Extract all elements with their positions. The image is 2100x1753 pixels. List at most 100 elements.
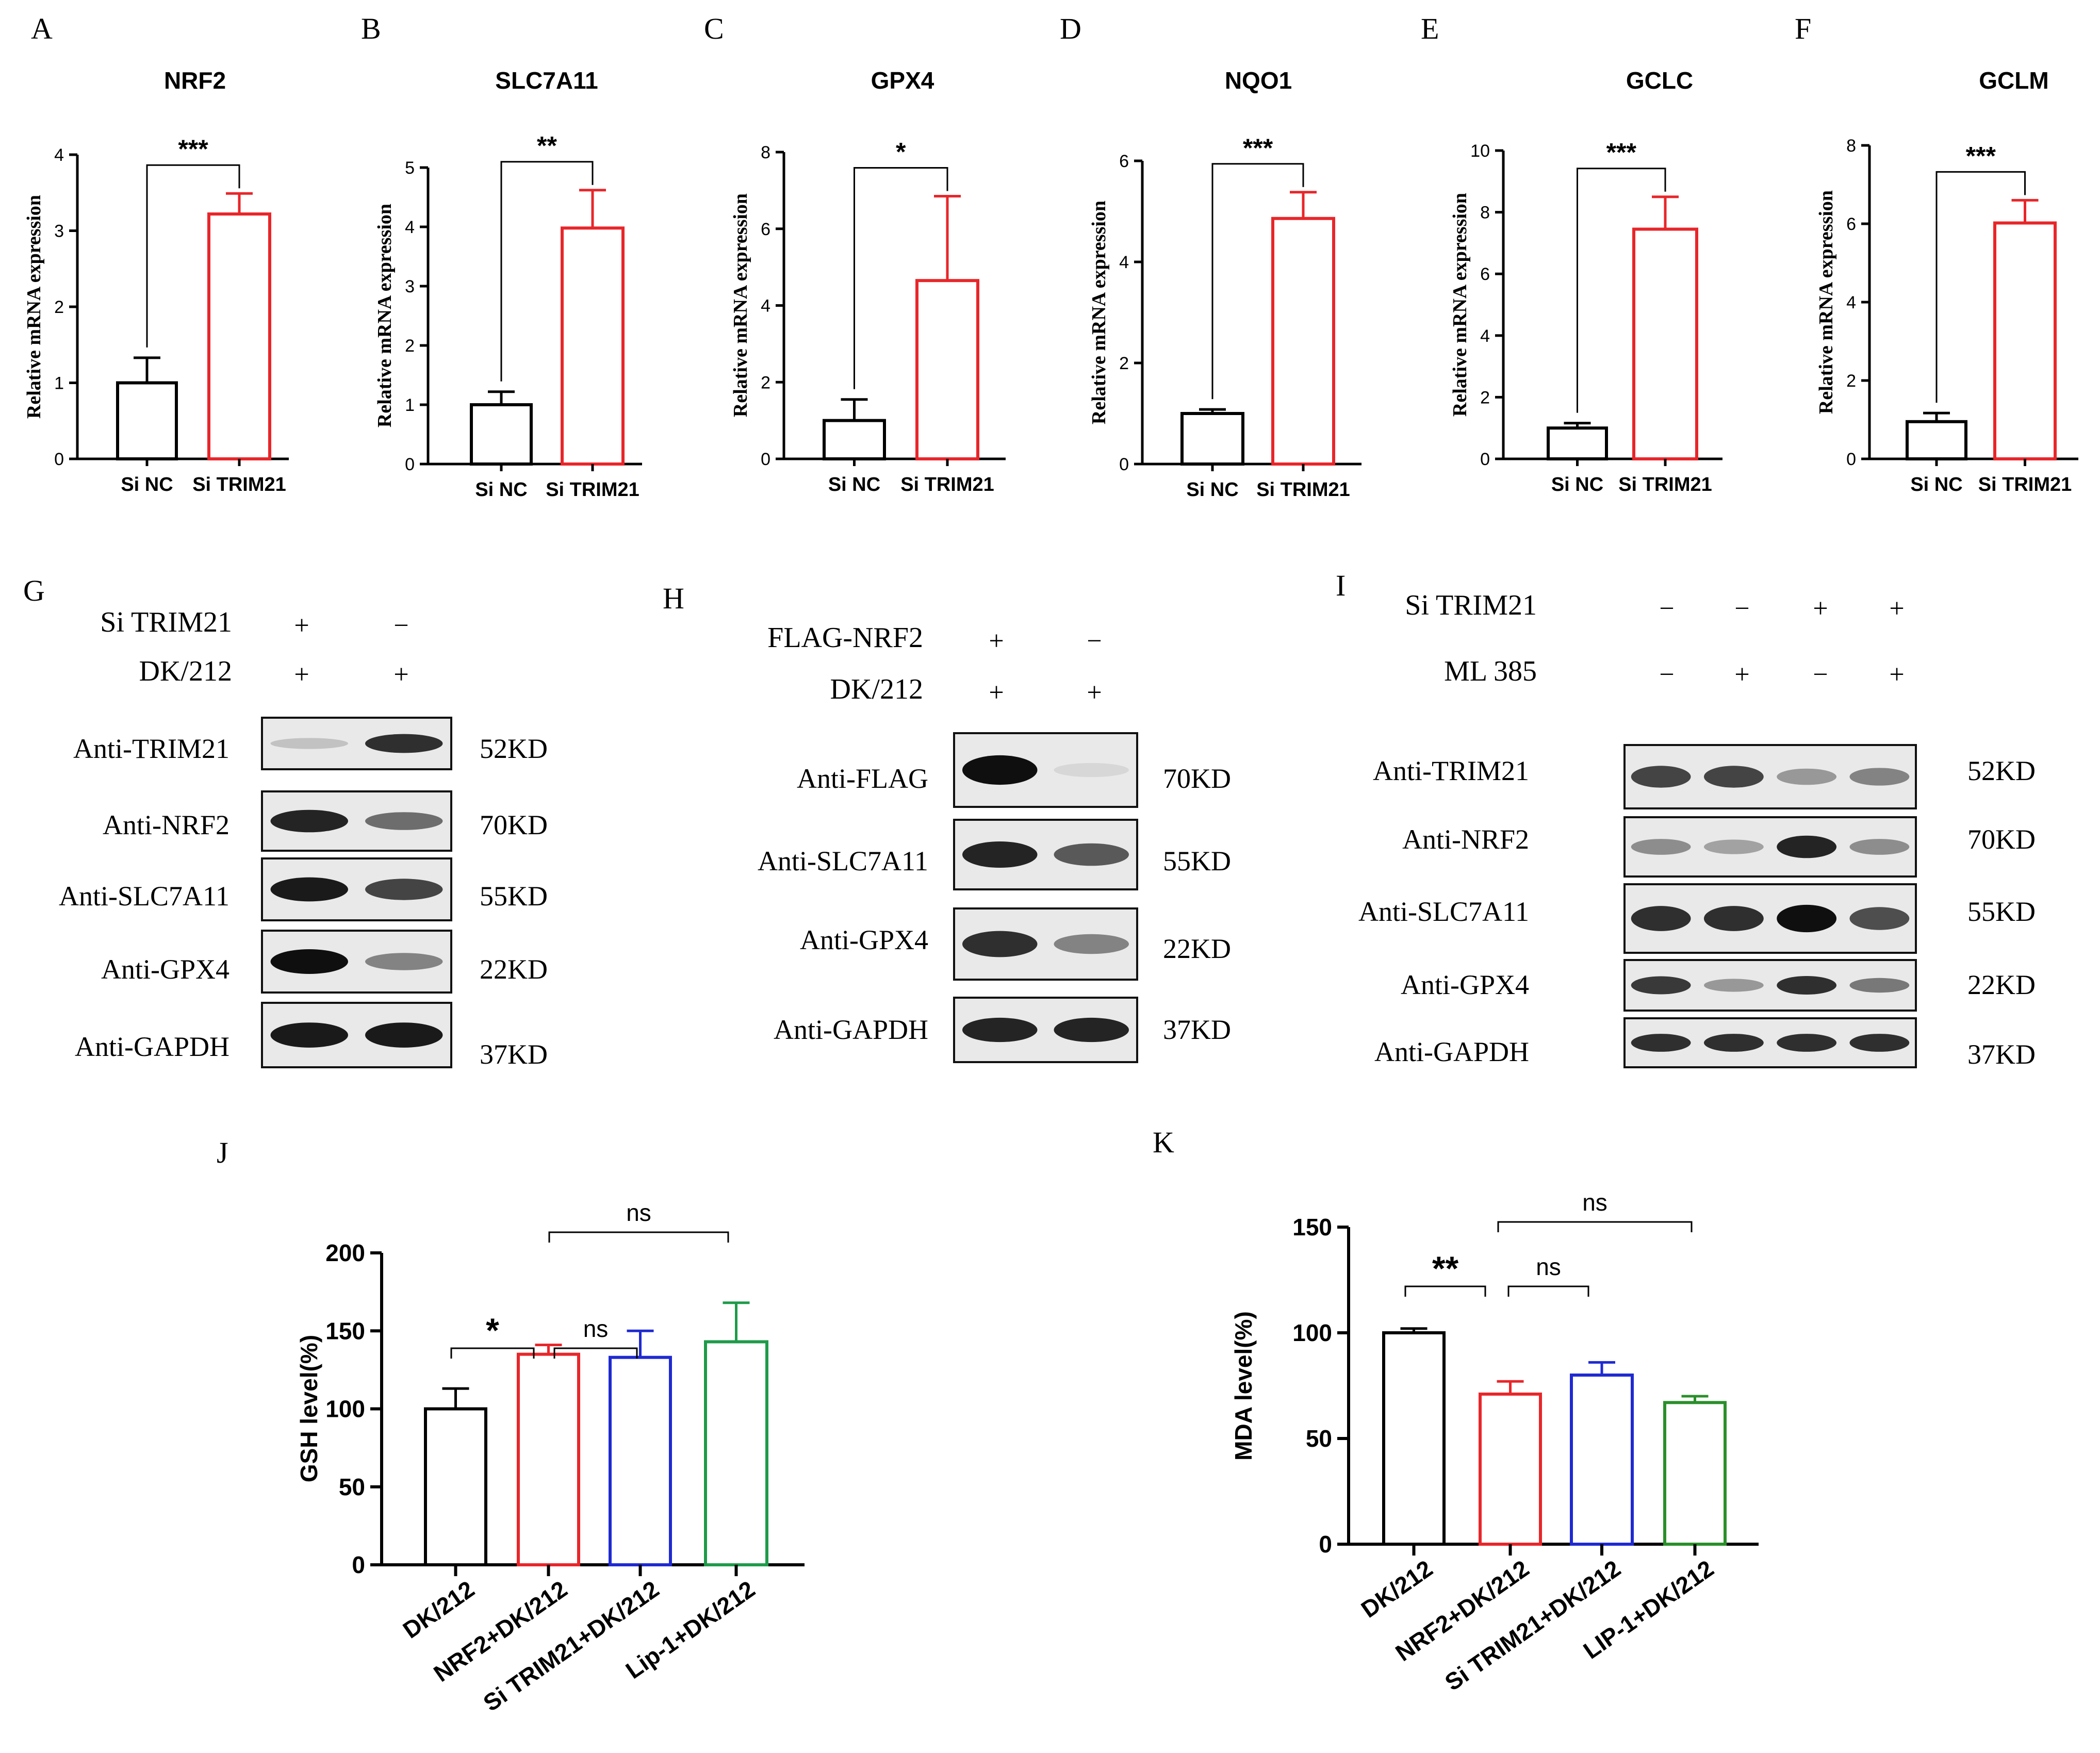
bar-2 — [517, 1352, 580, 1566]
blot-row-anti-gpx4: Anti-GPX4 22KD — [800, 907, 1231, 981]
antibody-label: Anti-TRIM21 — [73, 733, 229, 764]
kd-label: 55KD — [1163, 846, 1231, 876]
significance-bracket — [1211, 163, 1304, 400]
y-tick-label: 150 — [325, 1317, 365, 1344]
y-tick-label: 4 — [1480, 326, 1490, 346]
bar-1 — [116, 381, 178, 460]
y-axis-label: Relative mRNA expression — [23, 195, 45, 419]
blot-i: Si TRIM21− − + +ML 385− + − +Anti-TRIM21 52KDAn… — [1358, 589, 2036, 1070]
condition-sign: + — [1813, 594, 1828, 623]
antibody-label: Anti-GAPDH — [75, 1031, 229, 1062]
blot-row-anti-gapdh: Anti-GAPDH 37KD — [774, 997, 1231, 1063]
y-tick-label: 150 — [1292, 1214, 1332, 1241]
band — [1849, 839, 1910, 855]
panel-letter-b: B — [361, 12, 381, 45]
y-tick-label: 0 — [1119, 455, 1129, 474]
antibody-label: Anti-SLC7A11 — [758, 846, 928, 876]
band — [365, 1022, 443, 1048]
kd-label: 37KD — [480, 1039, 548, 1070]
band — [1849, 978, 1910, 993]
band — [1703, 1034, 1764, 1052]
condition-sign: + — [989, 678, 1004, 707]
significance-bracket — [500, 161, 594, 382]
bar-1 — [1382, 1331, 1446, 1546]
antibody-label: Anti-GPX4 — [101, 954, 229, 985]
y-axis-label: Relative mRNA expression — [1449, 193, 1471, 417]
y-tick-label: 6 — [1119, 152, 1129, 171]
chart-title: GPX4 — [871, 67, 934, 94]
band — [1849, 1034, 1910, 1052]
significance-label: * — [896, 138, 906, 167]
y-tick-label: 4 — [1119, 253, 1129, 272]
x-tick-label: DK/212 — [398, 1576, 480, 1644]
band — [270, 738, 348, 749]
x-tick-label: Si NC — [1551, 474, 1603, 495]
significance-label: ns — [583, 1315, 609, 1342]
bar-1 — [470, 403, 533, 466]
band — [365, 812, 443, 830]
significance-bracket — [548, 1231, 729, 1243]
blot-row-anti-trim21: Anti-TRIM21 52KD — [73, 717, 548, 770]
chart-c: GPX4 0 2 4 6 8 Relative mRNA expression Si NC Si… — [730, 67, 1006, 495]
y-tick-label: 100 — [325, 1396, 365, 1423]
antibody-label: Anti-TRIM21 — [1373, 755, 1529, 786]
condition-sign: − — [1659, 660, 1674, 689]
kd-label: 37KD — [1967, 1039, 2036, 1070]
antibody-label: Anti-GAPDH — [1374, 1036, 1529, 1067]
blot-row-anti-flag: Anti-FLAG 70KD — [797, 732, 1231, 808]
band — [1631, 839, 1691, 855]
significance-bracket — [1935, 171, 2026, 403]
x-tick-label: Si NC — [828, 474, 880, 495]
band — [270, 949, 348, 974]
band — [1631, 766, 1691, 788]
band — [962, 841, 1038, 868]
panel-letter-e: E — [1421, 12, 1439, 45]
panel-letter-f: F — [1795, 12, 1811, 45]
band — [1777, 835, 1837, 858]
blot-row-anti-gapdh: Anti-GAPDH 37KD — [75, 1002, 548, 1070]
y-tick-label: 2 — [1119, 354, 1129, 373]
x-tick-label: Si NC — [475, 479, 527, 501]
y-tick-label: 0 — [1319, 1531, 1332, 1558]
chart-title: NQO1 — [1225, 67, 1292, 94]
y-tick-label: 0 — [1480, 450, 1490, 469]
band — [1703, 839, 1764, 854]
significance-bracket — [1577, 168, 1666, 413]
kd-label: 22KD — [1967, 969, 2036, 1000]
chart-d: NQO1 0 2 4 6 Relative mRNA expression Si NC Si … — [1088, 67, 1361, 501]
y-tick-label: 8 — [1480, 203, 1490, 223]
antibody-label: Anti-SLC7A11 — [1358, 896, 1529, 927]
condition-sign: + — [294, 611, 309, 640]
band — [1703, 979, 1764, 992]
y-tick-label: 200 — [325, 1239, 365, 1266]
band — [1777, 1034, 1837, 1052]
blot-row-anti-nrf2: Anti-NRF2 70KD — [103, 790, 548, 852]
y-tick-label: 2 — [54, 297, 64, 317]
condition-label: DK/212 — [139, 655, 232, 687]
kd-label: 22KD — [480, 954, 548, 985]
y-tick-label: 0 — [54, 450, 64, 469]
x-tick-label: Si TRIM21 — [900, 474, 994, 495]
antibody-label: Anti-NRF2 — [103, 809, 229, 840]
y-tick-label: 8 — [761, 143, 770, 162]
y-tick-label: 6 — [761, 220, 770, 239]
y-tick-label: 50 — [1306, 1425, 1332, 1452]
condition-label: FLAG-NRF2 — [767, 622, 923, 654]
blot-row-anti-gpx4: Anti-GPX4 22KD — [1401, 959, 2036, 1012]
condition-label: DK/212 — [830, 673, 923, 705]
blot-row-anti-slc7a11: Anti-SLC7A11 55KD — [59, 857, 548, 921]
y-tick-label: 3 — [54, 222, 64, 241]
blot-row-anti-gpx4: Anti-GPX4 22KD — [101, 930, 548, 994]
blot-g: Si TRIM21 + − DK/212 + + Anti-TRIM21 52KD Anti-N… — [59, 606, 548, 1070]
significance-label: *** — [1966, 141, 1996, 170]
y-tick-label: 6 — [1480, 264, 1490, 284]
condition-label: Si TRIM21 — [100, 606, 232, 638]
antibody-label: Anti-GPX4 — [800, 924, 928, 955]
y-tick-label: 1 — [405, 395, 415, 415]
y-tick-label: 0 — [1846, 450, 1856, 469]
significance-bracket — [854, 167, 948, 389]
y-tick-label: 4 — [1846, 293, 1856, 312]
blot-row-anti-trim21: Anti-TRIM21 52KD — [1373, 744, 2036, 809]
bar-2 — [1993, 221, 2057, 460]
